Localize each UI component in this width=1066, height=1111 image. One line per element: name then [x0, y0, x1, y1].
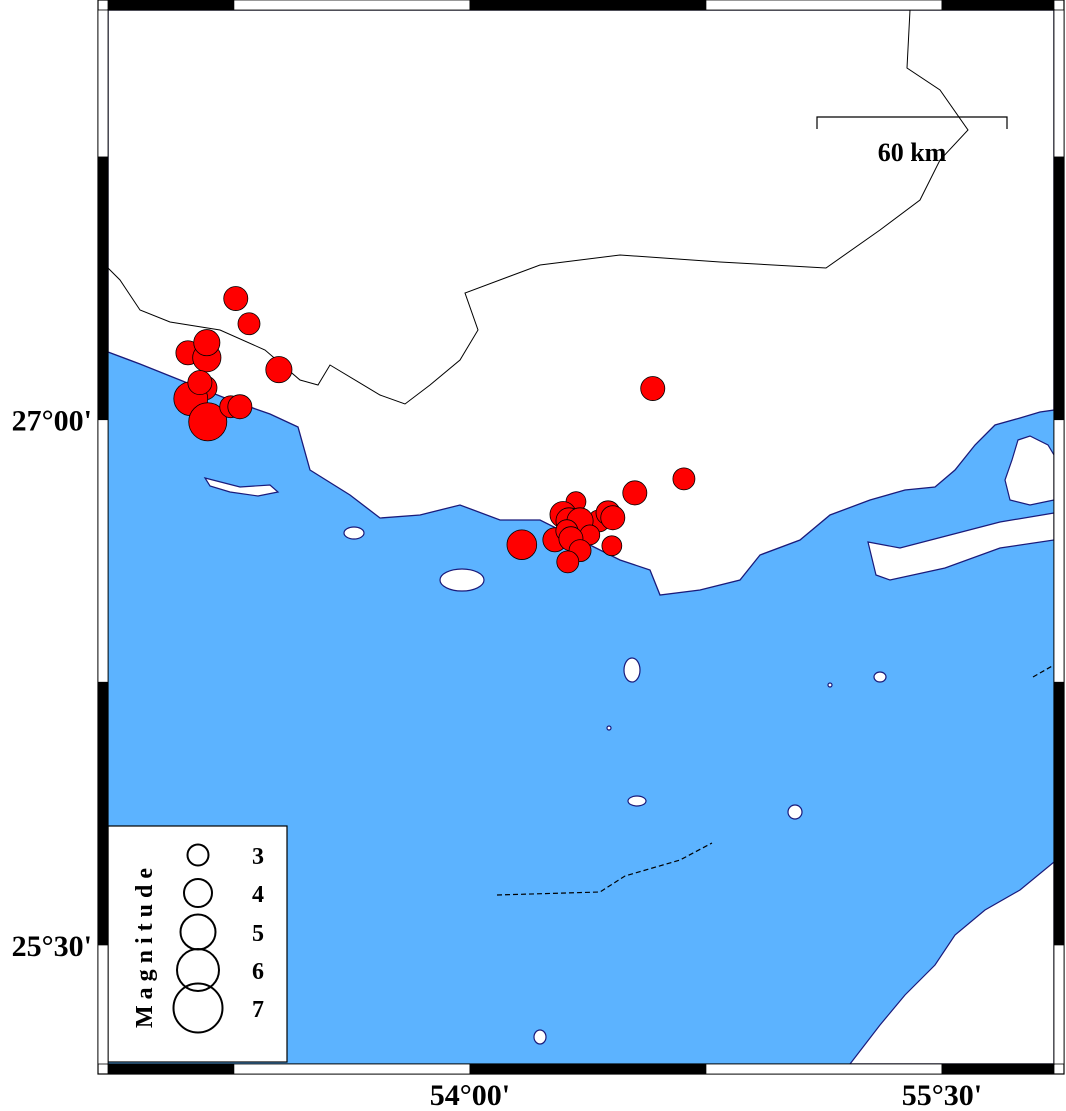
frame-segment-left: [97, 9, 109, 158]
frame-segment-right: [1053, 156, 1065, 421]
islands: [203, 477, 887, 1045]
scale-bar-label: 60 km: [878, 138, 947, 167]
frame-segment-right: [1053, 419, 1065, 683]
longitude-label: 54°00': [430, 1079, 510, 1111]
earthquake-marker: [601, 535, 623, 557]
maritime-boundary: [496, 664, 1055, 896]
map-frame: [97, 0, 1065, 1075]
legend-symbol: [172, 982, 224, 1034]
frame-segment-top: [233, 0, 471, 11]
earthquake-marker: [227, 394, 253, 420]
legend-symbol: [183, 878, 213, 908]
legend-items: 3 4 5 6 7: [172, 843, 264, 1034]
frame-segment-left: [97, 156, 109, 421]
earthquake-marker: [640, 376, 666, 401]
legend-symbol: [176, 948, 220, 992]
frame-segment-bottom: [941, 1063, 1055, 1075]
frame-segment-top: [107, 0, 235, 11]
axis-labels: 27°00' 25°30' 54°00' 55°30': [12, 405, 982, 1111]
earthquake-marker: [265, 356, 293, 384]
frame-segment-left: [97, 681, 109, 946]
frame-segment-top: [705, 0, 943, 11]
legend-label: 4: [252, 882, 264, 908]
frame-segment-bottom: [469, 1063, 707, 1075]
earthquake-marker: [506, 529, 538, 560]
peninsula: [1004, 435, 1055, 506]
earthquake-marker: [672, 467, 696, 491]
legend-label: 5: [252, 921, 264, 947]
longitude-label: 55°30': [902, 1079, 982, 1111]
frame-segment-left: [97, 419, 109, 683]
frame-segment-top: [469, 0, 707, 11]
frame-segment-bottom: [233, 1063, 471, 1075]
land-iran: [107, 9, 1055, 596]
earthquake-marker: [556, 550, 580, 574]
legend-label: 7: [252, 997, 264, 1023]
legend-symbol: [186, 843, 210, 867]
legend-label: 3: [252, 844, 264, 870]
border-line: [107, 9, 969, 405]
latitude-label: 25°30': [12, 930, 92, 963]
frame-segment-right: [1053, 681, 1065, 946]
legend-label: 6: [252, 959, 264, 985]
earthquake-marker: [188, 402, 228, 442]
earthquake-marker: [600, 505, 626, 531]
frame-segment-right: [1053, 9, 1065, 158]
earthquake-marker: [223, 286, 249, 311]
latitude-label: 27°00': [12, 405, 92, 438]
earthquake-marker: [193, 329, 221, 357]
frame-segment-top: [941, 0, 1055, 11]
frame-segment-left: [97, 944, 109, 1065]
frame-segment-bottom: [705, 1063, 943, 1075]
frame-segment-bottom: [107, 1063, 235, 1075]
scale-bar: [816, 116, 1008, 129]
earthquake-marker: [187, 370, 213, 396]
earthquake-marker: [622, 480, 648, 506]
frame-segment-right: [1053, 944, 1065, 1065]
legend-title: Magnitude: [132, 862, 158, 1028]
earthquake-events: [173, 286, 696, 574]
earthquake-marker: [237, 312, 261, 336]
